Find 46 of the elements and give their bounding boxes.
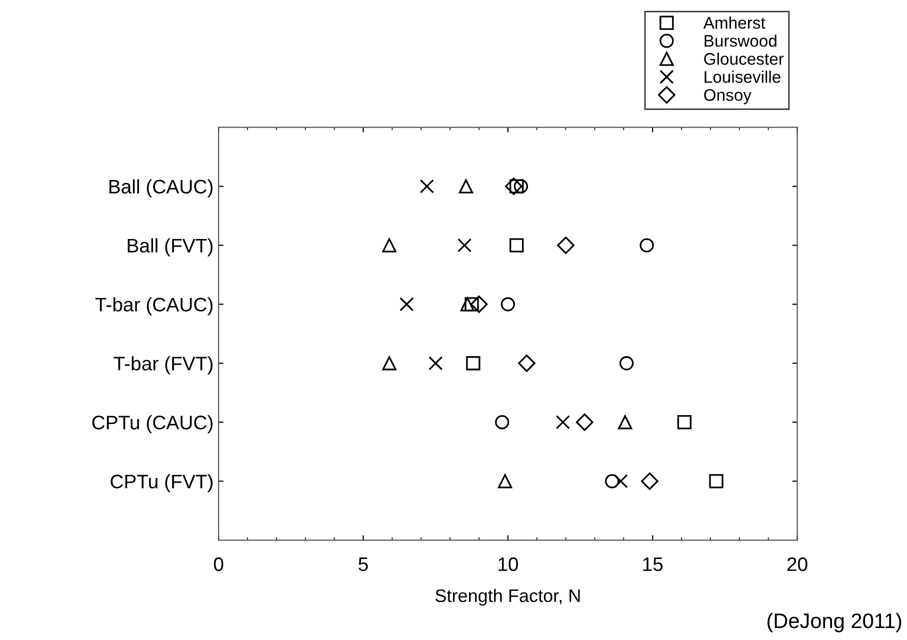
y-tick-label: T-bar (FVT): [114, 356, 213, 374]
x-tick-label: 10: [498, 557, 518, 572]
legend-label: Amherst: [703, 16, 766, 29]
point: [556, 415, 570, 430]
point: [400, 297, 414, 312]
x-tick-label: 0: [214, 557, 224, 572]
legend-label: Onsoy: [704, 89, 752, 104]
point: [510, 238, 524, 252]
point: [464, 297, 479, 312]
point: [576, 414, 594, 431]
point: [618, 415, 632, 430]
point: [458, 179, 474, 194]
x-tick-label: 5: [358, 558, 368, 572]
point: [420, 179, 434, 194]
x-tick-label: 20: [787, 557, 808, 572]
legend-label: Louiseville: [704, 70, 780, 83]
point: [457, 238, 472, 252]
x-tick-label: 15: [643, 558, 663, 572]
point: [428, 356, 443, 370]
point: [505, 178, 522, 196]
y-tick-label: Ball (FVT): [128, 238, 213, 256]
point: [677, 415, 692, 430]
point: [470, 296, 488, 313]
point: [614, 474, 628, 488]
y-tick-label: Ball (CAUC): [109, 179, 213, 198]
x-axis-title: Strength Factor, N: [435, 588, 580, 606]
point: [495, 415, 510, 430]
y-tick-label: CPTu (FVT): [110, 474, 213, 492]
point: [557, 236, 574, 254]
point: [460, 297, 474, 312]
point: [466, 356, 480, 370]
point: [640, 238, 654, 252]
point: [500, 297, 516, 312]
point: [641, 472, 658, 490]
point: [382, 356, 396, 370]
point: [518, 354, 536, 372]
legend-label: Gloucester: [704, 52, 784, 65]
y-tick-label: T-bar (CAUC): [95, 297, 213, 316]
point: [604, 474, 620, 488]
y-tick-label: CPTu (CAUC): [92, 415, 213, 434]
point: [382, 238, 396, 252]
point: [709, 474, 724, 488]
text: (DeJong 2011): [767, 612, 902, 632]
point: [498, 474, 512, 488]
point: [619, 356, 634, 370]
legend-label: Burswood: [704, 34, 776, 47]
